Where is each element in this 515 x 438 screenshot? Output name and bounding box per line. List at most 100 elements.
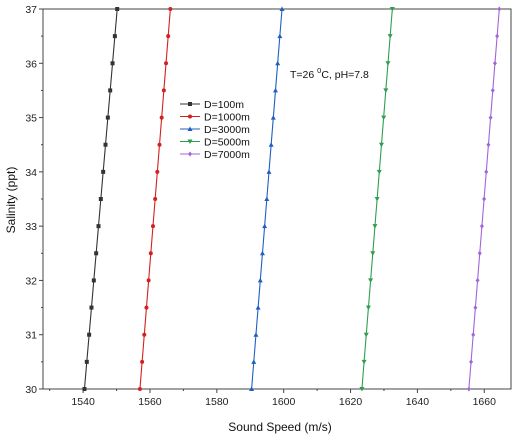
x-tick-label: 1580 bbox=[205, 396, 229, 408]
data-point bbox=[385, 61, 391, 66]
x-tick-label: 1640 bbox=[406, 396, 430, 408]
series-d-3000m bbox=[249, 6, 285, 391]
data-point bbox=[168, 7, 173, 11]
data-point bbox=[469, 359, 474, 365]
y-tick-label: 30 bbox=[25, 384, 37, 396]
data-point bbox=[381, 115, 387, 121]
data-point bbox=[148, 251, 153, 256]
data-point bbox=[275, 60, 281, 66]
legend-marker bbox=[187, 126, 193, 131]
data-point bbox=[479, 223, 484, 229]
y-tick-label: 36 bbox=[25, 58, 37, 70]
legend-label: D=5000m bbox=[204, 137, 250, 149]
legend-marker bbox=[188, 102, 192, 106]
series-d-7000m bbox=[466, 6, 502, 392]
data-point bbox=[482, 196, 487, 202]
y-axis-title: Salinity (ppt) bbox=[4, 167, 18, 234]
data-point bbox=[155, 169, 160, 174]
legend-label: D=7000m bbox=[204, 149, 250, 161]
data-point bbox=[268, 142, 274, 147]
data-point bbox=[137, 387, 142, 391]
data-point bbox=[262, 223, 268, 229]
data-point bbox=[277, 33, 283, 39]
data-point bbox=[105, 115, 110, 120]
data-point bbox=[374, 197, 380, 202]
data-point bbox=[87, 332, 92, 337]
data-point bbox=[378, 142, 384, 148]
data-point bbox=[98, 197, 103, 201]
series-d-100m bbox=[82, 7, 120, 391]
y-tick-label: 32 bbox=[25, 275, 37, 287]
data-point bbox=[365, 305, 371, 311]
legend-item: D=1000m bbox=[180, 112, 250, 124]
data-point bbox=[159, 115, 164, 120]
data-point bbox=[272, 87, 278, 93]
legend-item: D=100m bbox=[180, 99, 244, 111]
data-point bbox=[103, 142, 108, 147]
data-point bbox=[112, 34, 117, 39]
y-tick-label: 33 bbox=[25, 221, 37, 233]
axes: 1540 1560 1580 1600 1620 1640 1660 30 31 32 33 34 35… bbox=[25, 4, 496, 408]
y-tick-label: 37 bbox=[25, 4, 37, 16]
data-point bbox=[473, 305, 478, 311]
data-point bbox=[142, 332, 147, 337]
data-point bbox=[146, 278, 151, 283]
legend-item: D=7000m bbox=[180, 149, 250, 161]
annotation-suffix: C, pH=7.8 bbox=[321, 69, 369, 81]
data-point bbox=[359, 387, 365, 392]
data-point bbox=[253, 332, 259, 337]
data-point bbox=[270, 115, 276, 120]
data-point bbox=[488, 115, 493, 121]
y-tick-label: 31 bbox=[25, 330, 37, 342]
series-d-1000m bbox=[137, 7, 173, 391]
data-point bbox=[153, 197, 158, 201]
y-tick-label: 34 bbox=[25, 167, 37, 179]
data-point bbox=[157, 142, 162, 147]
data-point bbox=[164, 61, 169, 66]
series-layer bbox=[82, 6, 502, 392]
x-tick-label: 1620 bbox=[339, 396, 363, 408]
y-tick-label: 35 bbox=[25, 113, 37, 125]
data-point bbox=[495, 33, 500, 39]
data-point bbox=[466, 386, 471, 392]
legend-marker bbox=[188, 151, 192, 157]
x-tick-label: 1540 bbox=[71, 396, 95, 408]
data-point bbox=[486, 142, 491, 148]
data-point bbox=[101, 169, 106, 174]
data-point bbox=[150, 224, 155, 229]
data-point bbox=[279, 6, 285, 11]
legend-marker bbox=[188, 114, 192, 119]
condition-annotation: T=26 0C, pH=7.8 bbox=[290, 66, 369, 81]
data-point bbox=[94, 251, 99, 256]
annotation-superscript: 0 bbox=[317, 66, 321, 75]
data-point bbox=[249, 386, 255, 391]
annotation-prefix: T=26 bbox=[290, 69, 317, 81]
data-point bbox=[91, 278, 96, 283]
data-point bbox=[370, 251, 376, 256]
data-point bbox=[372, 224, 378, 229]
legend-marker bbox=[187, 139, 193, 144]
legend-item: D=5000m bbox=[180, 137, 250, 149]
data-point bbox=[161, 88, 166, 93]
data-point bbox=[144, 305, 149, 310]
data-point bbox=[84, 359, 89, 364]
series-d-5000m bbox=[359, 7, 395, 392]
data-point bbox=[257, 277, 263, 283]
data-point bbox=[251, 359, 257, 364]
data-point bbox=[368, 278, 374, 283]
data-point bbox=[96, 224, 101, 229]
data-point bbox=[259, 250, 265, 256]
data-point bbox=[383, 88, 389, 93]
data-point bbox=[475, 277, 480, 283]
x-axis-title: Sound Speed (m/s) bbox=[228, 420, 331, 434]
data-point bbox=[492, 60, 497, 66]
data-point bbox=[255, 305, 261, 310]
data-point bbox=[82, 387, 87, 391]
data-point bbox=[389, 7, 395, 12]
data-point bbox=[89, 305, 94, 310]
data-point bbox=[166, 34, 171, 39]
legend-label: D=100m bbox=[204, 99, 244, 111]
data-point bbox=[484, 169, 489, 175]
x-tick-label: 1660 bbox=[473, 396, 497, 408]
